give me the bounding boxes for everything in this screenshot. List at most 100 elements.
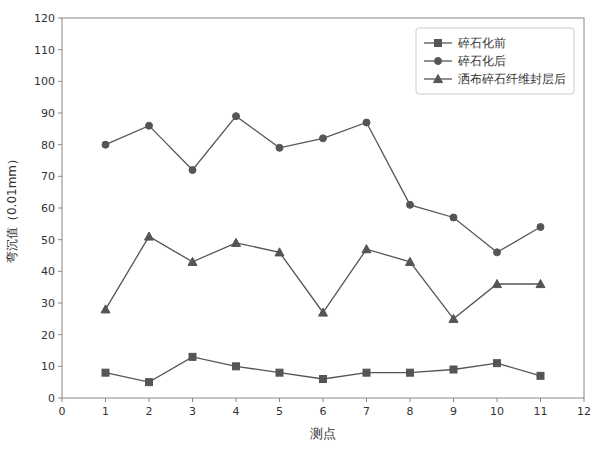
series <box>102 113 544 256</box>
y-tick-label: 0 <box>48 392 55 405</box>
legend-label: 碎石化后 <box>457 54 506 68</box>
chart-svg: 0123456789101112010203040506070809010011… <box>0 0 600 450</box>
y-tick <box>58 398 62 399</box>
y-tick-label: 100 <box>34 75 55 88</box>
data-point <box>276 144 283 151</box>
x-tick <box>410 398 411 402</box>
y-tick <box>58 366 62 367</box>
data-point <box>449 314 458 322</box>
y-tick-label: 30 <box>41 297 55 310</box>
data-point <box>320 135 327 142</box>
data-point <box>233 113 240 120</box>
x-tick <box>236 398 237 402</box>
x-tick <box>497 398 498 402</box>
data-point <box>189 167 196 174</box>
data-point <box>407 201 414 208</box>
data-point <box>362 245 371 253</box>
y-tick <box>58 239 62 240</box>
data-point <box>537 372 544 379</box>
y-tick-label: 90 <box>41 107 55 120</box>
data-point <box>102 369 109 376</box>
data-point <box>232 238 241 246</box>
y-tick <box>58 81 62 82</box>
x-tick-label: 1 <box>102 405 109 418</box>
data-point <box>233 363 240 370</box>
data-point <box>320 376 327 383</box>
y-axis: 0102030405060708090100110120 <box>34 12 62 405</box>
x-tick <box>105 398 106 402</box>
x-tick-label: 8 <box>407 405 414 418</box>
legend: 碎石化前碎石化后洒布碎石纤维封层后 <box>416 28 574 94</box>
x-tick <box>323 398 324 402</box>
y-tick <box>58 176 62 177</box>
y-tick-label: 40 <box>41 265 55 278</box>
data-point <box>102 141 109 148</box>
series-line <box>106 237 541 319</box>
data-point <box>537 224 544 231</box>
data-point <box>450 214 457 221</box>
x-tick <box>584 398 585 402</box>
data-point <box>494 360 501 367</box>
series <box>102 353 544 385</box>
x-tick-label: 5 <box>276 405 283 418</box>
x-axis: 0123456789101112 <box>59 398 592 418</box>
y-tick <box>58 113 62 114</box>
x-tick <box>149 398 150 402</box>
x-tick <box>192 398 193 402</box>
y-tick-label: 20 <box>41 329 55 342</box>
data-point <box>407 369 414 376</box>
legend-marker <box>435 40 442 47</box>
data-point <box>276 369 283 376</box>
plot-data <box>101 113 545 386</box>
y-tick-label: 120 <box>34 12 55 25</box>
legend-box <box>416 28 574 94</box>
data-point <box>363 369 370 376</box>
x-tick <box>453 398 454 402</box>
data-point <box>450 366 457 373</box>
data-point <box>536 280 545 288</box>
x-tick-label: 4 <box>233 405 240 418</box>
x-tick-label: 10 <box>490 405 504 418</box>
y-tick-label: 70 <box>41 170 55 183</box>
x-tick-label: 9 <box>450 405 457 418</box>
y-tick-label: 80 <box>41 139 55 152</box>
y-tick <box>58 18 62 19</box>
y-tick <box>58 303 62 304</box>
data-point <box>275 248 284 256</box>
y-tick-label: 60 <box>41 202 55 215</box>
data-point <box>145 232 154 240</box>
x-tick-label: 2 <box>146 405 153 418</box>
x-tick-label: 12 <box>577 405 591 418</box>
data-point <box>406 257 415 265</box>
data-point <box>493 280 502 288</box>
plot-frame <box>62 18 584 398</box>
legend-label: 洒布碎石纤维封层后 <box>458 72 566 86</box>
data-point <box>188 257 197 265</box>
y-tick-label: 10 <box>41 360 55 373</box>
x-tick <box>540 398 541 402</box>
x-tick-label: 3 <box>189 405 196 418</box>
data-point <box>363 119 370 126</box>
data-point <box>494 249 501 256</box>
data-point <box>146 379 153 386</box>
data-point <box>101 305 110 313</box>
data-point <box>189 353 196 360</box>
data-point <box>319 308 328 316</box>
x-tick <box>279 398 280 402</box>
x-tick <box>366 398 367 402</box>
y-axis-label: 弯沉值（0.01mm） <box>5 153 19 263</box>
data-point <box>146 122 153 129</box>
x-tick-label: 6 <box>320 405 327 418</box>
y-tick <box>58 334 62 335</box>
y-tick <box>58 208 62 209</box>
y-tick-label: 50 <box>41 234 55 247</box>
legend-label: 碎石化前 <box>457 36 506 50</box>
series-line <box>106 116 541 252</box>
y-tick <box>58 271 62 272</box>
series <box>101 232 545 322</box>
x-tick-label: 7 <box>363 405 370 418</box>
legend-marker <box>434 75 443 83</box>
x-tick <box>62 398 63 402</box>
legend-marker <box>435 58 442 65</box>
y-tick <box>58 49 62 50</box>
